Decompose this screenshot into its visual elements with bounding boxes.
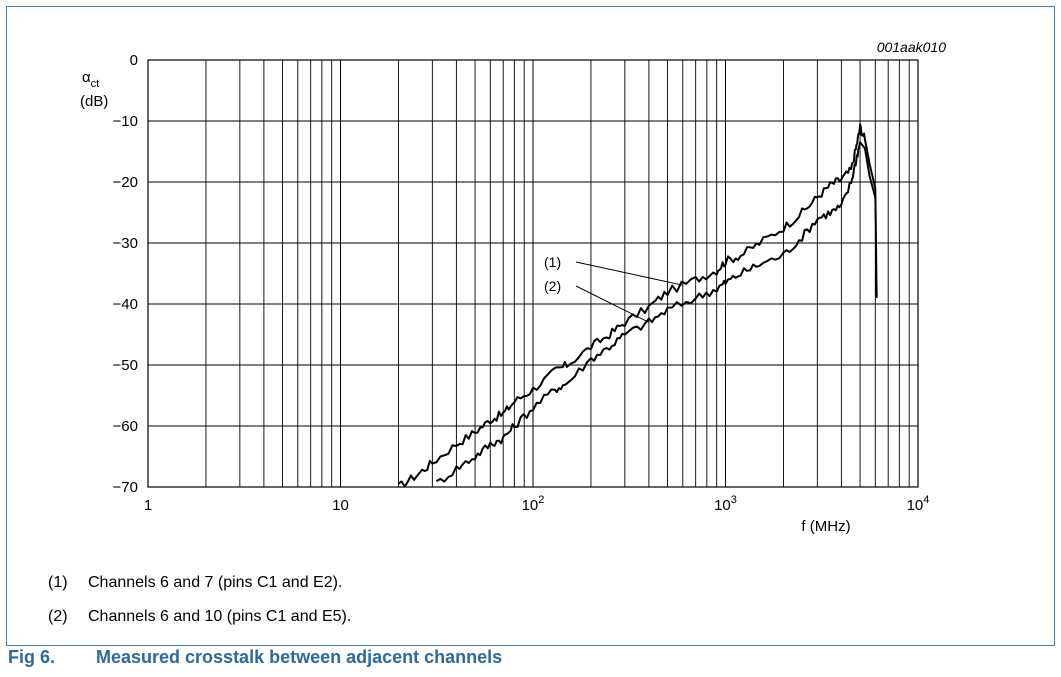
x-axis-label: f (MHz) (801, 518, 850, 535)
y-tick-label: −70 (113, 479, 138, 496)
annotation-label: (1) (544, 254, 561, 270)
note-number: (2) (48, 608, 68, 625)
y-tick-label: 0 (130, 52, 138, 69)
annotation-leader (575, 261, 683, 286)
x-tick-label: 102 (522, 494, 545, 514)
note-text: Channels 6 and 7 (pins C1 and E2). (88, 574, 343, 591)
y-tick-label: −40 (113, 296, 138, 313)
annotations: (1) (2) (544, 254, 683, 323)
figure-frame (6, 6, 1055, 646)
note-number: (1) (48, 574, 68, 591)
series-line (397, 123, 878, 488)
series-line (435, 141, 877, 483)
y-tick-label: −10 (113, 113, 138, 130)
y-tick-label: −20 (113, 174, 138, 191)
tick-labels: 0 −10 −20 −30 −40 −50 −60 −70 1 10 102 103 104 (113, 52, 930, 514)
series (397, 123, 878, 488)
y-tick-label: −60 (113, 418, 138, 435)
note-2: (2) Channels 6 and 10 (pins C1 and E5). (48, 608, 351, 642)
crosstalk-chart: 001aak010 αct (dB) f (MHz) 0 −10 −20 −30 −40… (80, 39, 947, 535)
figure-notes: (1) Channels 6 and 7 (pins C1 and E2). (… (48, 574, 351, 642)
annotation-leader (575, 285, 650, 323)
x-tick-label: 104 (907, 494, 930, 514)
caption-label: Fig 6. (8, 647, 56, 667)
grid (147, 59, 919, 488)
y-axis-unit: (dB) (80, 93, 108, 110)
y-axis-subscript: ct (91, 78, 100, 90)
x-tick-label: 1 (144, 497, 152, 514)
y-axis-label: αct (82, 69, 99, 90)
note-1: (1) Channels 6 and 7 (pins C1 and E2). (48, 574, 351, 608)
figure-code: 001aak010 (877, 39, 947, 55)
annotation-label: (2) (544, 278, 561, 294)
y-tick-label: −30 (113, 235, 138, 252)
x-tick-label: 103 (714, 494, 737, 514)
note-text: Channels 6 and 10 (pins C1 and E5). (88, 608, 352, 625)
x-tick-label: 10 (332, 497, 349, 514)
y-axis-symbol: α (82, 69, 91, 86)
y-tick-label: −50 (113, 357, 138, 374)
caption-text: Measured crosstalk between adjacent chan… (96, 647, 503, 667)
figure-caption: Fig 6. Measured crosstalk between adjacen… (8, 647, 502, 668)
plot-border (147, 59, 919, 488)
